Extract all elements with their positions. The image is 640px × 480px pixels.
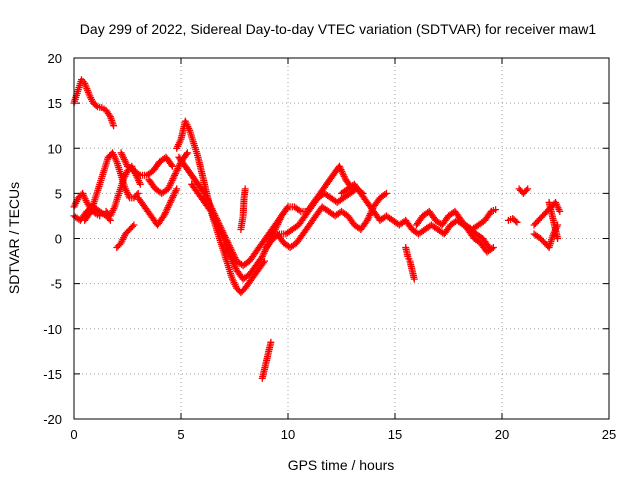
series-point-markers bbox=[188, 162, 356, 283]
series-track bbox=[113, 221, 138, 251]
series-track bbox=[455, 207, 495, 233]
series-track bbox=[545, 198, 562, 242]
grid-lines bbox=[74, 58, 609, 419]
y-tick-label: 5 bbox=[55, 186, 62, 201]
x-tick-label: 15 bbox=[388, 427, 402, 442]
y-tick-label: -10 bbox=[43, 322, 62, 337]
series-point-markers bbox=[504, 215, 521, 226]
series-track bbox=[338, 180, 493, 251]
series-point-markers bbox=[263, 185, 367, 251]
series-point-markers bbox=[487, 206, 500, 215]
series-point-markers bbox=[273, 189, 390, 251]
x-tick-label: 0 bbox=[70, 427, 77, 442]
x-tick-label: 25 bbox=[602, 427, 616, 442]
series-point-markers bbox=[134, 185, 181, 229]
series-track bbox=[263, 185, 367, 251]
series-track bbox=[188, 162, 356, 283]
series-point-markers bbox=[113, 221, 138, 251]
series-track bbox=[134, 185, 181, 229]
y-tick-labels: -20 -15 -10 -5 0 5 10 15 20 bbox=[43, 51, 62, 427]
y-tick-label: -20 bbox=[43, 412, 62, 427]
series-track bbox=[515, 185, 532, 197]
series-point-markers bbox=[545, 198, 562, 242]
chart-title: Day 299 of 2022, Sidereal Day-to-day VTE… bbox=[80, 21, 597, 37]
x-tick-labels: 0 5 10 15 20 25 bbox=[70, 427, 616, 442]
series-track bbox=[530, 198, 564, 229]
series-point-markers bbox=[117, 149, 176, 179]
data-series bbox=[70, 76, 564, 382]
y-tick-label: 15 bbox=[48, 96, 62, 111]
x-axis-label: GPS time / hours bbox=[288, 457, 395, 473]
series-track bbox=[402, 244, 418, 283]
y-axis-label: SDTVAR / TECUs bbox=[6, 182, 22, 294]
y-tick-label: -5 bbox=[50, 277, 62, 292]
series-track bbox=[237, 185, 249, 233]
series-track bbox=[273, 189, 390, 251]
series-point-markers bbox=[258, 338, 275, 382]
series-point-markers bbox=[455, 207, 495, 233]
series-track bbox=[175, 153, 292, 270]
y-tick-label: 20 bbox=[48, 51, 62, 66]
y-tick-label: -15 bbox=[43, 367, 62, 382]
series-point-markers bbox=[237, 185, 249, 233]
series-point-markers bbox=[338, 180, 493, 251]
series-track bbox=[487, 206, 500, 215]
x-tick-label: 20 bbox=[495, 427, 509, 442]
y-tick-label: 10 bbox=[48, 141, 62, 156]
y-tick-label: 0 bbox=[55, 232, 62, 247]
series-track bbox=[504, 215, 521, 226]
plot-frame bbox=[73, 57, 610, 420]
series-point-markers bbox=[402, 244, 418, 283]
series-point-markers bbox=[530, 198, 564, 229]
series-track bbox=[117, 149, 176, 179]
series-point-markers bbox=[175, 153, 292, 270]
x-tick-label: 10 bbox=[281, 427, 295, 442]
series-track bbox=[258, 338, 275, 382]
x-tick-label: 5 bbox=[177, 427, 184, 442]
series-point-markers bbox=[515, 185, 532, 197]
